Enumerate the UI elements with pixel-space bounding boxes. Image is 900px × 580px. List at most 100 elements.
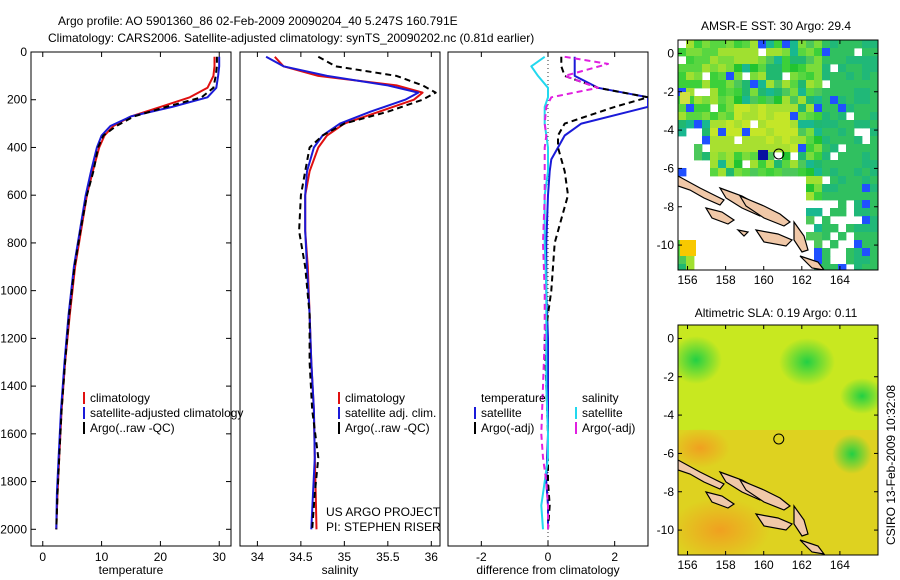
y-tick-label: 800 — [7, 236, 27, 250]
sst-cell — [870, 56, 878, 65]
legend-temp-argo-label: Argo(-adj) — [481, 421, 534, 435]
sst-cell — [782, 144, 791, 153]
sst-cell — [838, 200, 847, 209]
sst-cell — [862, 240, 871, 249]
sst-cell — [680, 240, 696, 256]
sst-cell — [750, 112, 759, 121]
map-x-tick-label: 158 — [716, 273, 736, 287]
x-tick-label: 35 — [338, 550, 352, 564]
sst-cell — [798, 120, 807, 129]
sst-cell — [822, 216, 831, 225]
sst-cell — [758, 104, 767, 113]
sst-cell — [758, 150, 768, 160]
sst-cell — [790, 112, 799, 121]
map-y-tick-label: -4 — [663, 123, 674, 137]
sst-cell — [774, 112, 783, 121]
sst-cell — [718, 136, 727, 145]
map-y-tick-label: -2 — [663, 370, 674, 384]
sst-cell — [838, 232, 847, 241]
sst-cell — [766, 64, 775, 73]
sst-cell — [686, 96, 695, 105]
sst-cell — [790, 64, 799, 73]
sst-cell — [838, 80, 847, 89]
sst-cell — [838, 184, 847, 193]
sst-cell — [766, 96, 775, 105]
sla-green-blob — [832, 434, 872, 474]
legend-temperature-title: temperature — [481, 391, 546, 405]
temperature-panel-frame — [30, 51, 232, 547]
map-y-tick-label: -8 — [663, 200, 674, 214]
sst-cell — [702, 104, 711, 113]
y-tick-label: 600 — [7, 188, 27, 202]
sst-cell — [766, 56, 775, 65]
sst-cell — [822, 56, 831, 65]
sst-cell — [734, 160, 743, 169]
sst-cell — [806, 112, 815, 121]
sst-cell — [726, 80, 735, 89]
sst-cell — [686, 88, 695, 97]
sst-cell — [814, 120, 823, 129]
sst-cell — [870, 168, 878, 177]
sst-cell — [678, 128, 687, 137]
sst-cell — [742, 120, 751, 129]
sst-cell — [846, 80, 855, 89]
sst-cell — [830, 40, 839, 49]
sst-cell — [726, 48, 735, 57]
y-tick-label: 1000 — [0, 284, 27, 298]
sst-cell — [822, 224, 831, 233]
sst-cell — [782, 88, 791, 97]
map-y-tick-label: 0 — [667, 331, 674, 345]
sst-cell — [854, 56, 863, 65]
sla-argo-location-marker — [773, 433, 785, 445]
sst-cell — [790, 48, 799, 57]
sst-cell — [806, 184, 815, 193]
sst-cell — [734, 152, 743, 161]
sst-cell — [822, 120, 831, 129]
sst-cell — [710, 144, 719, 153]
sst-cell — [680, 92, 690, 104]
sst-cell — [862, 56, 871, 65]
sst-cell — [750, 104, 759, 113]
sst-cell — [822, 136, 831, 145]
sst-cell — [854, 232, 863, 241]
sst-cell — [846, 40, 855, 49]
sst-cell — [814, 40, 823, 49]
x-tick-label: 34 — [251, 550, 265, 564]
sst-cell — [750, 56, 759, 65]
project-annotation: US ARGO PROJECT — [326, 505, 441, 519]
x-tick-label: 35.5 — [376, 550, 400, 564]
sst-cell — [870, 160, 878, 169]
sst-cell — [838, 136, 847, 145]
sst-cell — [734, 168, 743, 177]
temperature-panel: 0 10 20 30 0 200 400 600 800 1000 1200 1400 1600 1800… — [0, 45, 243, 577]
salinity-ticks: 34 34.5 35 35.5 36 — [251, 52, 439, 564]
timestamp-label: CSIRO 13-Feb-2009 10:32:08 — [884, 385, 898, 545]
map-y-tick-label: -10 — [657, 238, 675, 252]
x-tick-label: 36 — [425, 550, 439, 564]
sst-cell — [750, 48, 759, 57]
sst-cell — [806, 64, 815, 73]
x-tick-label: 2 — [611, 550, 618, 564]
sst-cell — [806, 232, 815, 241]
sst-cell — [846, 72, 855, 81]
series-line-climatology — [274, 56, 424, 530]
sst-cell — [686, 48, 695, 57]
sst-cell — [814, 256, 823, 265]
sst-cell — [830, 160, 839, 169]
sst-cell — [766, 80, 775, 89]
sst-cell — [854, 200, 863, 209]
sst-cell — [838, 208, 847, 217]
sla-island-guadalcanal — [754, 513, 794, 531]
sst-island-small — [736, 229, 750, 237]
sst-cell — [798, 112, 807, 121]
sla-island-bougainville — [678, 459, 725, 490]
salinity-xlabel: salinity — [322, 563, 359, 577]
sst-cell — [862, 72, 871, 81]
sst-cell — [862, 184, 871, 193]
sst-cell — [702, 120, 711, 129]
map-y-tick-label: 0 — [667, 46, 674, 60]
sst-cell — [862, 64, 871, 73]
sst-cell — [830, 88, 839, 97]
sst-cell — [686, 72, 695, 81]
